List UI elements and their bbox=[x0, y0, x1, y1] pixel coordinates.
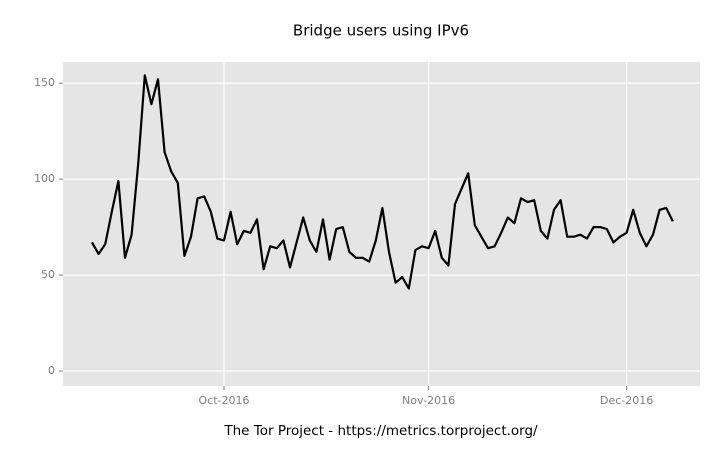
chart-title: Bridge users using IPv6 bbox=[293, 22, 469, 40]
y-tick-label: 0 bbox=[48, 364, 55, 377]
y-tick-label: 150 bbox=[34, 76, 55, 89]
x-tick-label: Dec-2016 bbox=[600, 394, 653, 407]
x-tick-label: Oct-2016 bbox=[199, 394, 250, 407]
y-tick-label: 100 bbox=[34, 172, 55, 185]
y-tick-label: 50 bbox=[41, 268, 55, 281]
plot-panel bbox=[63, 62, 700, 386]
data-line bbox=[91, 74, 674, 290]
x-tick-label: Nov-2016 bbox=[402, 394, 455, 407]
caption: The Tor Project - https://metrics.torpro… bbox=[223, 423, 538, 439]
